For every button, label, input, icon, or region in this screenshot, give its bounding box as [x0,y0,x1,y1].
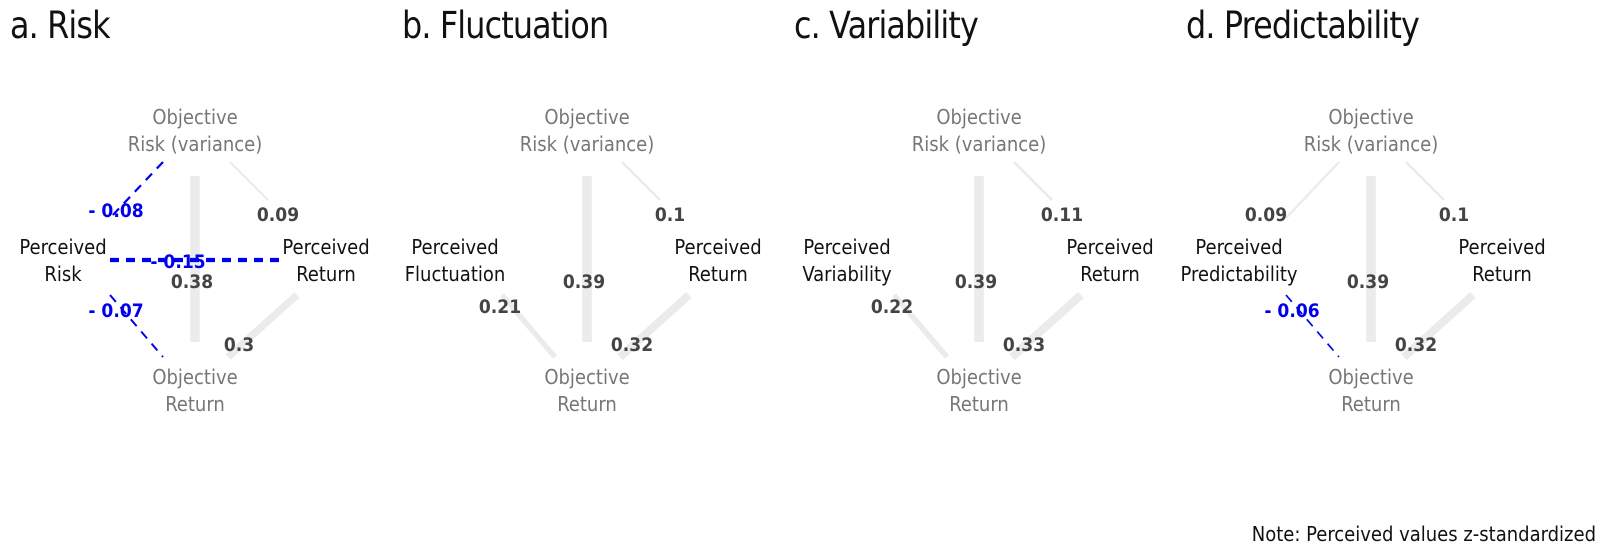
coefficient-label: 0.11 [1040,204,1084,226]
node-label-line: Return [1341,392,1401,416]
node-label-line: Perceived [411,235,499,259]
edge-objrisk-percreturn [1013,161,1053,201]
edge-objrisk-percreturn [229,161,269,201]
edge-objrisk-percreturn [1405,161,1445,201]
edge-objrisk-percvar [109,161,164,219]
node-label-line: Perceived [803,235,891,259]
node-label-line: Risk (variance) [519,132,655,156]
panel-title: b. Fluctuation [402,4,609,47]
node-obj-return: Objective Return [544,364,629,418]
coefficient-label: 0.1 [1438,204,1470,226]
panel-title: d. Predictability [1186,4,1420,47]
node-label-line: Objective [544,365,630,389]
node-label-line: Perceived [1066,235,1154,259]
coefficient-label: 0.32 [1394,334,1438,356]
node-label-line: Return [1472,262,1532,286]
node-perc-return: Perceived Return [1458,234,1545,288]
edges-layer [1285,161,1476,360]
coefficient-label: 0.21 [478,296,522,318]
node-label-line: Risk (variance) [127,132,263,156]
node-label-line: Return [557,392,617,416]
node-label-line: Objective [152,365,238,389]
node-label-line: Perceived [1195,235,1283,259]
diagram-panel: a. Risk - 0.08 0.09 0.38- 0.15 - 0.07 0.3 Obje… [0,0,392,480]
node-perc-return: Perceived Return [282,234,369,288]
node-label-line: Return [296,262,356,286]
coefficient-label: - 0.06 [1264,300,1320,322]
node-perc-var: Perceived Variability [802,234,891,288]
edge-objrisk-percreturn [621,161,661,201]
footnote: Note: Perceived values z-standardized [1251,522,1596,546]
node-label-line: Variability [802,262,892,286]
node-label-line: Objective [152,105,238,129]
panel-title: c. Variability [794,4,979,47]
coefficient-label: 0.39 [1346,271,1390,293]
node-label-line: Return [1080,262,1140,286]
node-obj-risk: Objective Risk (variance) [128,104,263,158]
coefficient-label: 0.32 [610,334,654,356]
coefficient-label: - 0.15 [150,251,206,273]
coefficient-label: 0.33 [1002,334,1046,356]
edge-objrisk-percvar [1285,161,1340,219]
node-label-line: Fluctuation [404,262,506,286]
edge-objreturn-percreturn [1009,291,1084,361]
node-perc-var: Perceived Risk [19,234,106,288]
edge-objreturn-percreturn [617,292,692,360]
coefficient-label: 0.1 [654,204,686,226]
edges-layer [891,161,1084,361]
node-label-line: Return [688,262,748,286]
diagram-panel: d. Predictability 0.09 0.1 0.39 - 0.06 0.32 Ob… [1176,0,1568,480]
edge-percvar-objreturn [109,294,164,358]
node-label-line: Objective [936,105,1022,129]
node-perc-var: Perceived Predictability [1180,234,1297,288]
node-label-line: Risk [44,262,82,286]
node-label-line: Risk (variance) [1303,132,1439,156]
edges-layer [109,161,300,360]
coefficient-label: 0.22 [870,296,914,318]
edge-objreturn-percreturn [1401,292,1476,360]
node-obj-return: Objective Return [152,364,237,418]
node-perc-var: Perceived Fluctuation [405,234,506,288]
coefficient-label: - 0.08 [88,200,144,222]
node-perc-return: Perceived Return [1066,234,1153,288]
edge-objreturn-percreturn [225,292,300,360]
coefficient-label: - 0.07 [88,300,144,322]
node-obj-risk: Objective Risk (variance) [912,104,1047,158]
panel-title: a. Risk [10,4,111,47]
node-label-line: Perceived [674,235,762,259]
edges-layer [500,161,692,360]
edge-percvar-objreturn [500,293,557,359]
edge-percvar-objreturn [1285,294,1340,358]
node-label-line: Objective [1328,365,1414,389]
node-perc-return: Perceived Return [674,234,761,288]
coefficient-label: 0.38 [170,271,214,293]
node-obj-return: Objective Return [936,364,1021,418]
coefficient-label: 0.39 [562,271,606,293]
node-obj-risk: Objective Risk (variance) [1304,104,1439,158]
coefficient-label: 0.09 [1244,204,1288,226]
node-label-line: Risk (variance) [911,132,1047,156]
coefficient-label: 0.09 [256,204,300,226]
node-label-line: Return [949,392,1009,416]
node-label-line: Objective [544,105,630,129]
diagram-panel: b. Fluctuation 0.1 0.39 0.21 0.32 Objective Ri… [392,0,784,480]
node-label-line: Return [165,392,225,416]
coefficient-label: 0.3 [223,334,255,356]
coefficient-label: 0.39 [954,271,998,293]
node-obj-risk: Objective Risk (variance) [520,104,655,158]
node-label-line: Perceived [282,235,370,259]
diagram-panel: c. Variability 0.11 0.39 0.22 0.33 Objective R… [784,0,1176,480]
node-obj-return: Objective Return [1328,364,1413,418]
node-label-line: Predictability [1180,262,1298,286]
node-label-line: Objective [1328,105,1414,129]
node-label-line: Objective [936,365,1022,389]
node-label-line: Perceived [1458,235,1546,259]
edge-percvar-objreturn [891,293,950,359]
node-label-line: Perceived [19,235,107,259]
